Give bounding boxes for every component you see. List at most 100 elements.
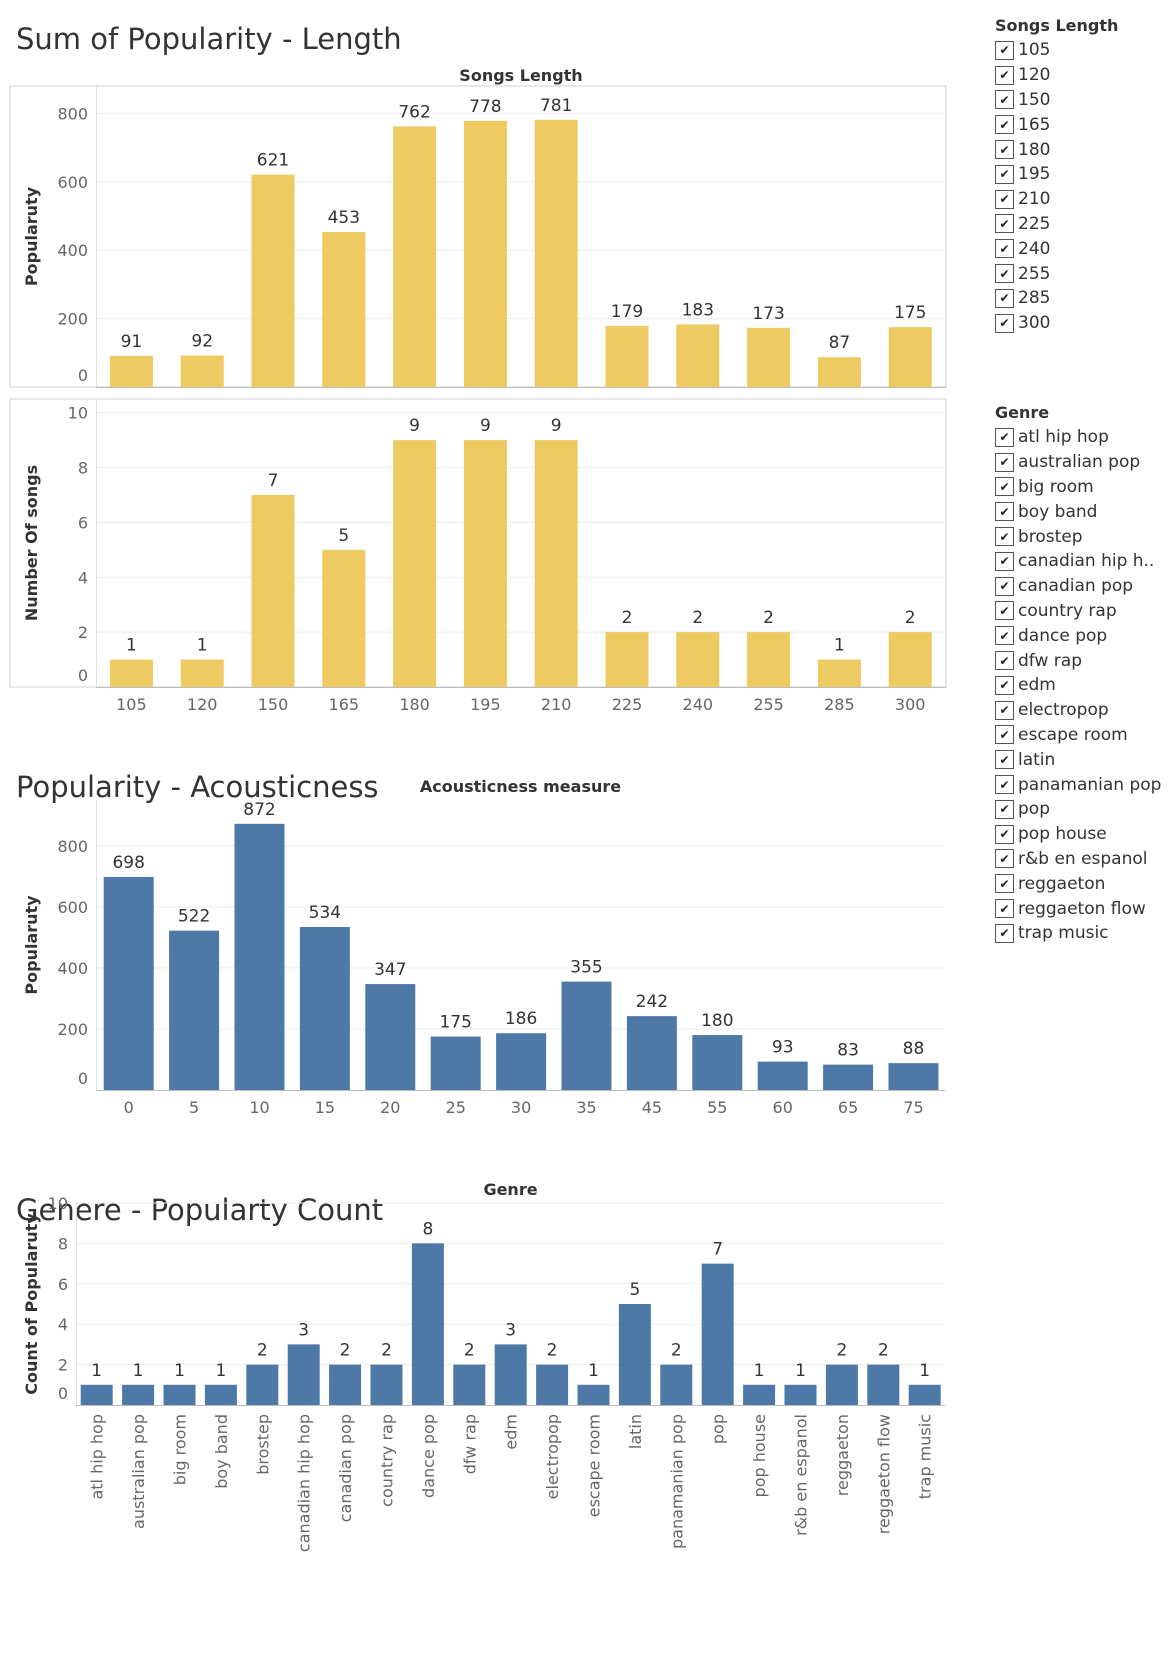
genre-legend-item[interactable]: ✔ canadian pop xyxy=(995,574,1161,599)
genre-legend-item[interactable]: ✔ edm xyxy=(995,673,1161,698)
length-legend-item[interactable]: ✔ 300 xyxy=(995,311,1118,336)
checkbox-icon[interactable]: ✔ xyxy=(995,849,1014,869)
acousticness-category-label: 15 xyxy=(315,1098,335,1117)
length-count-category-label: 180 xyxy=(399,695,430,714)
genre-data-label: 1 xyxy=(91,1361,102,1381)
checkbox-icon[interactable]: ✔ xyxy=(995,725,1014,745)
genre-legend-item[interactable]: ✔ big room xyxy=(995,475,1161,500)
acousticness-bar xyxy=(692,1035,743,1090)
genre-legend-item[interactable]: ✔ trap music xyxy=(995,921,1161,946)
checkbox-icon[interactable]: ✔ xyxy=(995,824,1014,844)
genre-legend-item[interactable]: ✔ canadian hip h.. xyxy=(995,549,1161,574)
checkbox-icon[interactable]: ✔ xyxy=(995,899,1014,919)
checkbox-icon[interactable]: ✔ xyxy=(995,750,1014,770)
checkbox-icon[interactable]: ✔ xyxy=(995,313,1014,333)
checkbox-icon[interactable]: ✔ xyxy=(995,239,1014,259)
genre-legend-item[interactable]: ✔ boy band xyxy=(995,499,1161,524)
checkbox-icon[interactable]: ✔ xyxy=(995,189,1014,209)
genre-legend-item[interactable]: ✔ reggaeton flow xyxy=(995,896,1161,921)
checkbox-icon[interactable]: ✔ xyxy=(995,140,1014,160)
length-legend-item[interactable]: ✔ 225 xyxy=(995,212,1118,237)
genre-category-label: brostep xyxy=(253,1414,272,1475)
checkbox-icon[interactable]: ✔ xyxy=(995,923,1014,943)
genre-legend-label: boy band xyxy=(1018,501,1098,522)
checkbox-icon[interactable]: ✔ xyxy=(995,651,1014,671)
genre-legend-label: electropop xyxy=(1018,700,1109,721)
length-count-category-label: 120 xyxy=(187,695,218,714)
checkbox-icon[interactable]: ✔ xyxy=(995,288,1014,308)
checkbox-icon[interactable]: ✔ xyxy=(995,874,1014,894)
genre-legend-item[interactable]: ✔ pop house xyxy=(995,822,1161,847)
length-count-bar xyxy=(251,495,295,687)
length-legend-item[interactable]: ✔ 105 xyxy=(995,38,1118,63)
genre-legend-item[interactable]: ✔ escape room xyxy=(995,723,1161,748)
checkbox-icon[interactable]: ✔ xyxy=(995,775,1014,795)
genre-bar xyxy=(743,1384,776,1405)
length-legend-item[interactable]: ✔ 240 xyxy=(995,236,1118,261)
checkbox-icon[interactable]: ✔ xyxy=(995,477,1014,497)
length-legend-label: 165 xyxy=(1018,114,1051,135)
length-legend-item[interactable]: ✔ 255 xyxy=(995,261,1118,286)
length-popularity-data-label: 453 xyxy=(328,208,360,228)
genre-legend-item[interactable]: ✔ dance pop xyxy=(995,623,1161,648)
checkbox-icon[interactable]: ✔ xyxy=(995,502,1014,522)
checkbox-icon[interactable]: ✔ xyxy=(995,90,1014,110)
genre-legend-item[interactable]: ✔ latin xyxy=(995,747,1161,772)
genre-chart-title: Genere - Popularty Count xyxy=(16,1193,384,1227)
length-popularity-y-tick-label: 800 xyxy=(57,104,88,123)
length-count-category-label: 195 xyxy=(470,695,501,714)
length-count-category-label: 165 xyxy=(329,695,360,714)
genre-legend-item[interactable]: ✔ atl hip hop xyxy=(995,425,1161,450)
checkbox-icon[interactable]: ✔ xyxy=(995,700,1014,720)
genre-legend-item[interactable]: ✔ australian pop xyxy=(995,450,1161,475)
checkbox-icon[interactable]: ✔ xyxy=(995,164,1014,184)
length-legend-label: 240 xyxy=(1018,238,1051,259)
genre-category-label: edm xyxy=(502,1414,521,1450)
genre-legend-item[interactable]: ✔ dfw rap xyxy=(995,648,1161,673)
checkbox-icon[interactable]: ✔ xyxy=(995,527,1014,547)
genre-legend-item[interactable]: ✔ reggaeton xyxy=(995,871,1161,896)
checkbox-icon[interactable]: ✔ xyxy=(995,576,1014,596)
acousticness-data-label: 522 xyxy=(178,907,210,927)
acousticness-category-label: 10 xyxy=(249,1098,269,1117)
length-count-y-tick-label: 0 xyxy=(78,666,88,685)
length-legend-item[interactable]: ✔ 165 xyxy=(995,112,1118,137)
length-popularity-data-label: 173 xyxy=(752,304,784,324)
genre-legend-label: latin xyxy=(1018,749,1056,770)
genre-legend-item[interactable]: ✔ panamanian pop xyxy=(995,772,1161,797)
length-popularity-y-tick-label: 200 xyxy=(57,310,88,329)
checkbox-icon[interactable]: ✔ xyxy=(995,799,1014,819)
checkbox-icon[interactable]: ✔ xyxy=(995,626,1014,646)
checkbox-icon[interactable]: ✔ xyxy=(995,65,1014,85)
checkbox-icon[interactable]: ✔ xyxy=(995,601,1014,621)
songs-length-legend: Songs Length ✔ 105 ✔ 120 ✔ 150 ✔ 165 ✔ 180 ✔ 195 ✔ 21… xyxy=(995,16,1118,336)
length-legend-label: 255 xyxy=(1018,263,1051,284)
checkbox-icon[interactable]: ✔ xyxy=(995,214,1014,234)
checkbox-icon[interactable]: ✔ xyxy=(995,264,1014,284)
genre-y-tick-label: 6 xyxy=(58,1275,68,1294)
genre-legend-item[interactable]: ✔ pop xyxy=(995,797,1161,822)
checkbox-icon[interactable]: ✔ xyxy=(995,427,1014,447)
length-legend-item[interactable]: ✔ 210 xyxy=(995,187,1118,212)
genre-data-label: 1 xyxy=(919,1361,930,1381)
genre-legend-item[interactable]: ✔ country rap xyxy=(995,599,1161,624)
checkbox-icon[interactable]: ✔ xyxy=(995,452,1014,472)
length-legend-item[interactable]: ✔ 120 xyxy=(995,63,1118,88)
length-count-bar xyxy=(322,549,366,687)
length-legend-item[interactable]: ✔ 195 xyxy=(995,162,1118,187)
genre-legend-item[interactable]: ✔ r&b en espanol xyxy=(995,847,1161,872)
length-legend-item[interactable]: ✔ 150 xyxy=(995,88,1118,113)
checkbox-icon[interactable]: ✔ xyxy=(995,115,1014,135)
genre-legend-item[interactable]: ✔ brostep xyxy=(995,524,1161,549)
checkbox-icon[interactable]: ✔ xyxy=(995,40,1014,60)
genre-category-label: latin xyxy=(626,1414,645,1449)
length-popularity-data-label: 762 xyxy=(398,102,430,122)
length-legend-item[interactable]: ✔ 180 xyxy=(995,137,1118,162)
length-count-bar xyxy=(393,440,437,687)
length-legend-item[interactable]: ✔ 285 xyxy=(995,286,1118,311)
checkbox-icon[interactable]: ✔ xyxy=(995,675,1014,695)
genre-legend-item[interactable]: ✔ electropop xyxy=(995,698,1161,723)
genre-category-label: electropop xyxy=(543,1414,562,1499)
length-count-data-label: 9 xyxy=(409,416,420,436)
checkbox-icon[interactable]: ✔ xyxy=(995,551,1014,571)
